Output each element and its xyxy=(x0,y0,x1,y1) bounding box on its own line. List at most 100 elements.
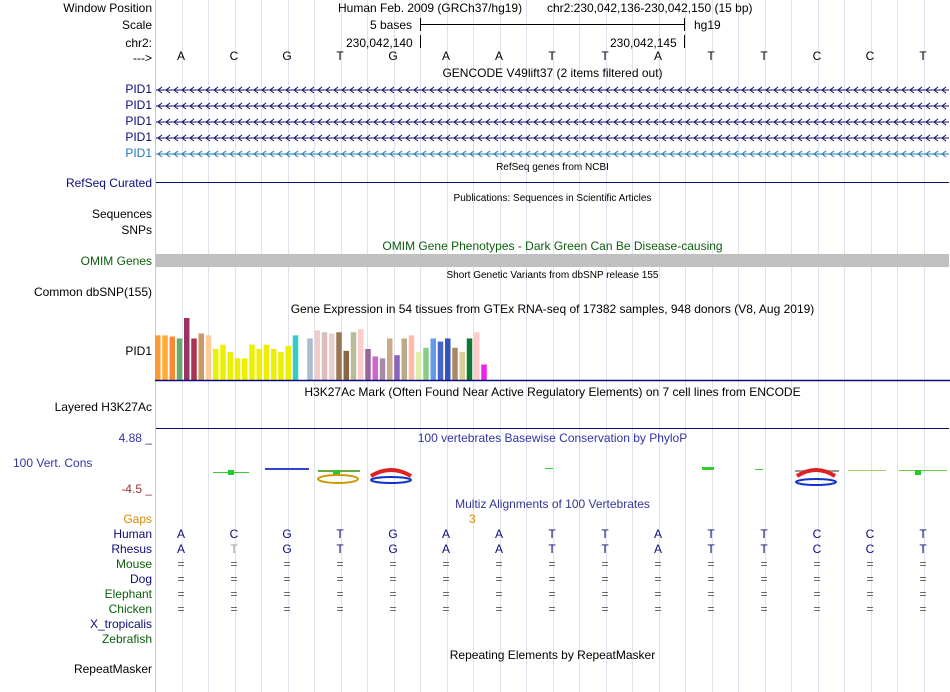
dbsnp-label[interactable]: Common dbSNP(155) xyxy=(33,285,152,299)
gtex-bar[interactable] xyxy=(387,338,393,380)
gtex-bar[interactable] xyxy=(184,318,190,380)
alignment-base: G xyxy=(388,542,398,556)
gene-strand-line[interactable] xyxy=(156,86,949,94)
gtex-bar[interactable] xyxy=(423,347,429,380)
gtex-bar[interactable] xyxy=(278,352,284,380)
alignment-base: = xyxy=(601,602,609,616)
phylop-label[interactable]: 100 Vert. Cons xyxy=(13,456,93,470)
gtex-bar[interactable] xyxy=(466,338,473,380)
alignment-base: T xyxy=(601,527,609,541)
gtex-bar[interactable] xyxy=(169,336,176,380)
grid-line xyxy=(765,0,766,692)
gene-label[interactable]: PID1 xyxy=(125,146,152,160)
gene-label[interactable]: PID1 xyxy=(125,130,152,144)
gtex-bar[interactable] xyxy=(263,344,270,380)
gtex-bar[interactable] xyxy=(205,335,212,380)
gtex-label[interactable]: PID1 xyxy=(125,344,152,358)
phylop-title: 100 vertebrates Basewise Conservation by… xyxy=(417,431,688,445)
grid-line xyxy=(420,0,421,692)
gtex-bar[interactable] xyxy=(401,338,408,380)
gtex-bar[interactable] xyxy=(292,335,299,380)
snps-label[interactable]: SNPs xyxy=(121,223,152,237)
scale-bar xyxy=(420,24,685,25)
gtex-bar[interactable] xyxy=(372,356,379,380)
gtex-bar[interactable] xyxy=(336,332,342,380)
gtex-bar[interactable] xyxy=(155,335,161,380)
gtex-bar[interactable] xyxy=(162,335,168,380)
coord-left-tick xyxy=(420,35,421,48)
gtex-bar[interactable] xyxy=(459,352,466,380)
h3k27ac-label[interactable]: Layered H3K27Ac xyxy=(54,400,152,414)
gtex-bar-chart[interactable] xyxy=(155,314,950,382)
gtex-bar[interactable] xyxy=(437,341,444,380)
alignment-base: = xyxy=(230,557,238,571)
gtex-bar[interactable] xyxy=(220,344,226,380)
alignment-base: = xyxy=(495,602,503,616)
gtex-bar[interactable] xyxy=(350,332,357,380)
species-label[interactable]: X_tropicalis xyxy=(89,617,152,631)
alignment-base: = xyxy=(177,572,185,586)
gtex-bar[interactable] xyxy=(191,338,197,380)
gtex-bar[interactable] xyxy=(271,349,277,380)
chrom-label: chr2: xyxy=(125,36,152,50)
gene-strand-line[interactable] xyxy=(156,102,949,110)
gtex-bar[interactable] xyxy=(430,338,437,380)
gtex-bar[interactable] xyxy=(408,335,415,380)
omim-gene-bar[interactable] xyxy=(156,254,949,267)
omim-label[interactable]: OMIM Genes xyxy=(80,254,152,268)
gene-strand-line[interactable] xyxy=(156,150,949,158)
gtex-bar[interactable] xyxy=(358,329,364,380)
gtex-bar[interactable] xyxy=(198,333,205,381)
refseq-line xyxy=(156,182,949,183)
gtex-bar[interactable] xyxy=(445,338,451,380)
gtex-bar[interactable] xyxy=(416,352,422,380)
species-label[interactable]: Human xyxy=(113,527,152,541)
grid-line xyxy=(367,0,368,692)
gtex-bar[interactable] xyxy=(481,364,487,381)
gtex-bar[interactable] xyxy=(285,345,292,380)
gaps-label: Gaps xyxy=(123,512,152,526)
gtex-bar[interactable] xyxy=(452,347,458,380)
gene-label[interactable]: PID1 xyxy=(125,114,152,128)
species-label[interactable]: Elephant xyxy=(104,587,152,601)
gene-label[interactable]: PID1 xyxy=(125,82,152,96)
species-label[interactable]: Rhesus xyxy=(111,542,152,556)
gtex-bar[interactable] xyxy=(474,332,480,380)
gtex-bar[interactable] xyxy=(176,338,183,380)
dbsnp-title: Short Genetic Variants from dbSNP releas… xyxy=(446,270,659,281)
gene-strand-line[interactable] xyxy=(156,118,949,126)
species-label[interactable]: Dog xyxy=(129,572,152,586)
gtex-bar[interactable] xyxy=(234,358,241,380)
scale-bar-tick-right xyxy=(684,18,685,31)
gtex-bar[interactable] xyxy=(242,358,248,380)
species-label[interactable]: Zebrafish xyxy=(101,632,152,646)
species-label[interactable]: Chicken xyxy=(108,602,152,616)
species-label[interactable]: Mouse xyxy=(115,557,152,571)
gtex-bar[interactable] xyxy=(329,333,335,381)
multiz-title: Multiz Alignments of 100 Vertebrates xyxy=(455,497,650,511)
gtex-bar[interactable] xyxy=(256,349,263,380)
gtex-bar[interactable] xyxy=(379,358,386,380)
sequences-label[interactable]: Sequences xyxy=(91,207,152,221)
gene-label[interactable]: PID1 xyxy=(125,98,152,112)
gtex-bar[interactable] xyxy=(213,349,219,380)
strand-arrow-label[interactable]: ---> xyxy=(133,51,152,65)
refseq-label[interactable]: RefSeq Curated xyxy=(65,176,152,190)
alignment-base: = xyxy=(389,602,397,616)
gtex-bar[interactable] xyxy=(365,349,371,380)
gtex-bar[interactable] xyxy=(227,352,234,380)
alignment-base: A xyxy=(653,542,662,556)
gtex-bar[interactable] xyxy=(321,332,328,380)
gtex-bar[interactable] xyxy=(307,338,313,380)
alignment-base: = xyxy=(336,557,344,571)
gene-strand-line[interactable] xyxy=(156,134,949,142)
gtex-bar[interactable] xyxy=(394,355,400,380)
alignment-base: = xyxy=(760,602,768,616)
gtex-bar[interactable] xyxy=(314,330,321,380)
grid-line xyxy=(659,0,660,692)
alignment-base: = xyxy=(813,587,821,601)
gtex-bar[interactable] xyxy=(343,350,350,380)
repeatmasker-label[interactable]: RepeatMasker xyxy=(73,662,152,676)
gtex-bar[interactable] xyxy=(249,344,255,380)
alignment-base: = xyxy=(654,572,662,586)
